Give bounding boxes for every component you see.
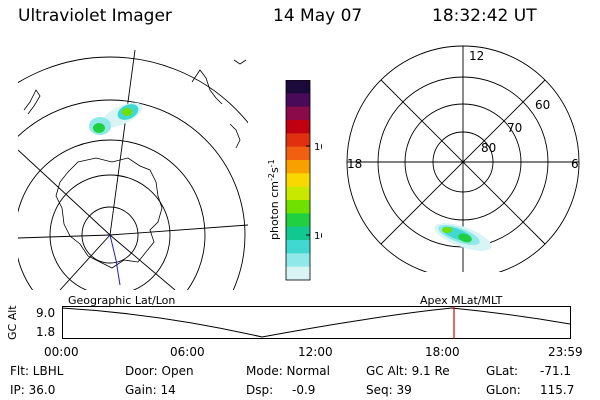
- aurora-emission-polar: [434, 223, 492, 251]
- meta-gain: Gain: 14: [125, 383, 176, 397]
- color-bar: 100 10 photon cm-2s-1: [267, 80, 322, 281]
- color-bar-segment: [286, 146, 310, 161]
- color-bar-segment: [286, 133, 310, 148]
- meta-glon-value: 115.7: [540, 383, 575, 397]
- meta-ip: IP: 36.0: [10, 383, 56, 397]
- x-tick-2359: 23:59: [548, 345, 583, 359]
- time-label: 18:32:42 UT: [432, 6, 537, 26]
- color-bar-segment: [286, 186, 310, 201]
- meta-door: Door: Open: [125, 364, 194, 378]
- colorbar-unit-label: photon cm-2s-1: [267, 159, 281, 240]
- color-bar-segment: [286, 200, 310, 214]
- meta-gc-alt: GC Alt: 9.1 Re: [366, 364, 450, 378]
- y-tick-low: 1.8: [36, 325, 56, 339]
- timeline-right-label: Apex MLat/MLT: [420, 294, 503, 307]
- coastline-fragments: [23, 59, 247, 149]
- timeline-left-label: Geographic Lat/Lon: [68, 294, 176, 307]
- mlt-label-12: 12: [469, 49, 484, 63]
- gc-altitude-timeline: [62, 306, 571, 339]
- meta-mode: Mode: Normal: [246, 364, 330, 378]
- x-tick-1800: 18:00: [425, 345, 460, 359]
- color-bar-segment: [286, 106, 310, 121]
- color-bar-segment: [286, 253, 310, 268]
- color-bar-segment: [286, 226, 310, 241]
- meta-seq: Seq: 39: [366, 383, 412, 397]
- color-bar-segment: [286, 80, 310, 94]
- meta-dsp-value: -0.9: [292, 383, 316, 397]
- geographic-map: [18, 50, 248, 290]
- satellite-track: [109, 234, 121, 286]
- colorbar-tick-10: 10: [314, 231, 322, 242]
- meta-glon-label: GLon:: [486, 383, 521, 397]
- x-tick-1200: 12:00: [298, 345, 333, 359]
- antarctica-outline: [55, 157, 163, 269]
- color-bar-gradient: [286, 80, 310, 281]
- color-bar-segment: [286, 120, 310, 134]
- x-tick-0000: 00:00: [44, 345, 79, 359]
- mlt-label-6: 6: [571, 157, 579, 171]
- color-bar-segment: [286, 266, 310, 281]
- color-bar-segment: [286, 173, 310, 188]
- polar-mlt-plot: 12 18 6 0 60 70 80: [346, 45, 580, 272]
- meta-glat-value: -71.1: [540, 364, 572, 378]
- y-tick-high: 9.0: [36, 306, 56, 320]
- aurora-emission-geo: [89, 102, 143, 135]
- altitude-curve: [62, 307, 571, 338]
- lat-label-60: 60: [535, 98, 550, 112]
- color-bar-segment: [286, 93, 310, 108]
- y-axis-label: GC Alt: [6, 305, 19, 340]
- lat-label-70: 70: [507, 121, 522, 135]
- color-bar-segment: [286, 213, 310, 228]
- date-label: 14 May 07: [273, 6, 363, 26]
- meta-dsp-label: Dsp:: [246, 383, 274, 397]
- meta-glat-label: GLat:: [486, 364, 519, 378]
- x-tick-0600: 06:00: [170, 345, 205, 359]
- color-bar-segment: [286, 240, 310, 254]
- meta-flt: Flt: LBHL: [10, 364, 64, 378]
- lat-label-80: 80: [481, 141, 496, 155]
- instrument-title: Ultraviolet Imager: [18, 6, 172, 26]
- color-bar-segment: [286, 160, 310, 174]
- geo-grid: [18, 50, 248, 290]
- mlt-label-18: 18: [347, 157, 362, 171]
- colorbar-tick-100: 100: [314, 142, 322, 153]
